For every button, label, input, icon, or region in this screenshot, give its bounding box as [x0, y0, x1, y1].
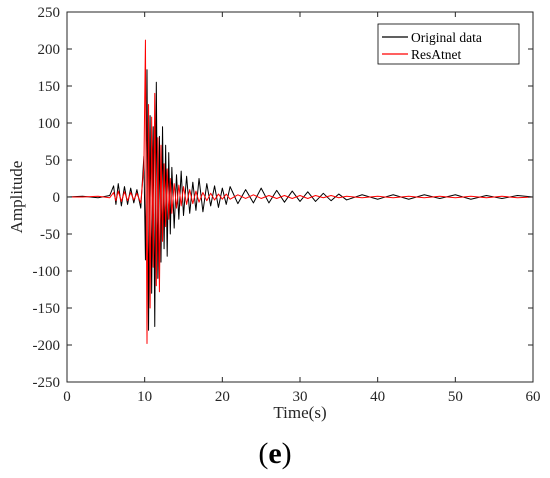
panel-label-close: )	[281, 437, 292, 470]
series-line-1	[67, 39, 534, 345]
x-tick-label: 0	[63, 389, 71, 405]
y-tick-label: 200	[38, 42, 61, 58]
x-tick-label: 50	[448, 389, 463, 405]
x-tick-label: 60	[526, 389, 541, 405]
series-layer	[66, 39, 534, 345]
series-line-0	[66, 69, 534, 331]
y-tick-label: 250	[38, 5, 61, 21]
legend-box	[377, 23, 520, 65]
x-tick-label: 10	[137, 389, 152, 405]
y-tick-label: 150	[38, 79, 61, 95]
y-tick-label: -150	[33, 301, 61, 317]
panel-label-open: (	[258, 437, 269, 470]
y-tick-label: 0	[53, 190, 61, 206]
y-tick-label: -250	[33, 375, 61, 391]
panel-label: (e)	[0, 437, 550, 471]
x-tick-label: 20	[215, 389, 230, 405]
y-tick-label: -50	[40, 227, 60, 243]
legend-label-resatnet: ResAtnet	[411, 47, 461, 62]
x-axis-title: Time(s)	[273, 403, 326, 422]
ticks-layer: 0 10 20 30 40 50 60 250 200 150 100 50 0 -50 -100 -150 -…	[33, 5, 541, 405]
x-tick-label: 30	[293, 389, 308, 405]
y-tick-label: -200	[33, 338, 61, 354]
x-tick-label: 40	[370, 389, 385, 405]
legend-label-original: Original data	[411, 30, 482, 45]
y-tick-label: 100	[38, 116, 61, 132]
panel-label-letter: e	[268, 437, 282, 470]
chart: 0 10 20 30 40 50 60 250 200 150 100 50 0 -50 -100 -150 -…	[7, 5, 541, 422]
legend: Original data ResAtnet	[377, 23, 520, 65]
y-tick-label: -100	[33, 264, 61, 280]
y-axis-title: Amplitude	[7, 161, 26, 234]
y-tick-label: 50	[45, 153, 60, 169]
